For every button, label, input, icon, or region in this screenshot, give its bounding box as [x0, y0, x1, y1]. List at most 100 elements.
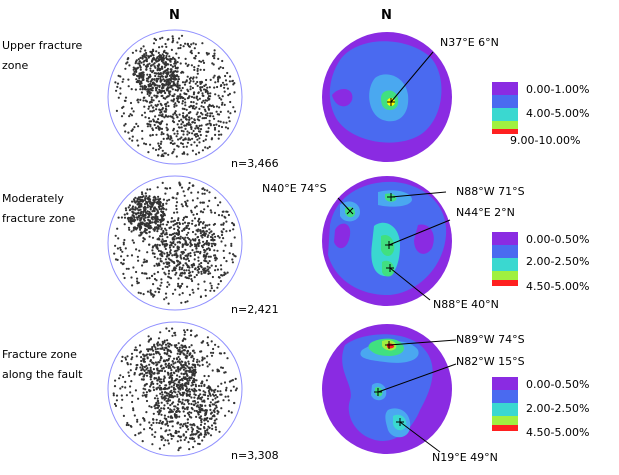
pole-dot	[176, 83, 179, 86]
pole-dot	[148, 105, 151, 108]
pole-dot	[116, 227, 119, 230]
pole-dot	[187, 188, 190, 191]
pole-dot	[172, 75, 175, 78]
pole-dot	[143, 358, 146, 361]
pole-dot	[179, 237, 182, 240]
pole-dot	[178, 375, 181, 378]
pole-dot	[178, 398, 181, 401]
pole-dot	[144, 143, 148, 146]
pole-dot	[157, 148, 160, 151]
pole-dot	[218, 430, 221, 433]
pole-dot	[143, 219, 146, 222]
pole-dot	[137, 259, 140, 262]
pole-dot	[135, 60, 138, 63]
pole-dot	[133, 348, 136, 352]
pole-dot	[166, 67, 169, 70]
pole-dot	[222, 121, 225, 124]
pole-dot	[157, 51, 160, 55]
pole-dot	[163, 398, 166, 401]
pole-dot	[181, 86, 184, 90]
legend-label: 4.00-5.00%	[526, 107, 590, 120]
pole-dot	[201, 86, 204, 89]
pole-dot	[126, 217, 130, 220]
pole-dot	[168, 244, 172, 247]
pole-dot	[192, 291, 195, 294]
pole-dot	[140, 91, 143, 94]
pole-dot	[219, 352, 223, 355]
pole-dot	[167, 136, 170, 139]
pole-dot	[169, 57, 172, 61]
pole-dot	[149, 378, 152, 381]
pole-dot	[165, 126, 168, 129]
pole-dot	[204, 404, 207, 407]
pole-dot	[233, 254, 236, 257]
pole-dot	[205, 78, 208, 82]
pole-dot	[188, 353, 191, 356]
pole-dot	[188, 227, 191, 230]
pole-dot	[141, 88, 144, 91]
legend-swatch	[492, 377, 518, 390]
legend-swatch	[492, 245, 518, 258]
pole-dot	[122, 262, 125, 265]
pole-dot	[190, 388, 194, 391]
pole-dot	[160, 104, 163, 107]
pole-dot	[184, 200, 187, 203]
pole-dot	[173, 250, 176, 253]
pole-dot	[214, 401, 217, 404]
pole-dot	[166, 251, 169, 254]
pole-dot	[203, 280, 206, 283]
pole-dot	[144, 65, 148, 68]
pole-dot	[131, 128, 134, 131]
pole-dot	[155, 387, 158, 390]
pole-dot	[187, 96, 190, 99]
pole-dot	[121, 355, 124, 358]
pole-dot	[184, 422, 187, 425]
pole-dot	[157, 154, 160, 157]
pole-dot	[228, 252, 231, 255]
pole-dot	[207, 234, 210, 237]
pole-dot	[191, 132, 194, 135]
pole-dot	[144, 224, 148, 227]
pole-dot	[172, 224, 175, 227]
pole-dot	[188, 448, 191, 451]
pole-dot	[197, 259, 200, 262]
zone-label-upper: Upper fracture zone	[2, 39, 83, 72]
pole-dot	[193, 47, 196, 50]
pole-dot	[207, 95, 210, 98]
pole-dot	[220, 223, 223, 226]
pole-dot	[152, 147, 155, 150]
pole-dot	[143, 419, 146, 422]
pole-dot	[148, 426, 152, 430]
pole-dot	[208, 426, 211, 429]
pole-dot	[210, 424, 214, 427]
pole-dot	[214, 397, 217, 400]
pole-dot	[181, 244, 184, 247]
pole-dot	[159, 223, 162, 226]
pole-dot	[186, 133, 189, 136]
pole-dot	[168, 233, 171, 236]
pole-dot	[120, 406, 123, 409]
pole-dot	[210, 264, 213, 267]
pole-dot	[180, 386, 184, 389]
pole-dot	[176, 422, 179, 425]
pole-dot	[141, 56, 144, 59]
pole-dot	[129, 391, 132, 394]
pole-dot	[150, 406, 153, 409]
pole-dot	[155, 88, 158, 91]
pole-dot	[162, 132, 165, 135]
pole-dot	[142, 375, 145, 378]
pole-dot	[204, 431, 207, 434]
pole-dot	[195, 95, 199, 98]
pole-dot	[159, 89, 163, 92]
pole-dot	[195, 106, 198, 109]
pole-dot	[198, 124, 201, 127]
contour-net-upper	[322, 32, 452, 162]
pole-dot	[167, 406, 170, 410]
pole-dot	[162, 223, 165, 226]
pole-dot	[122, 414, 125, 417]
pole-dot	[127, 423, 130, 427]
pole-dot	[140, 74, 143, 77]
pole-dot	[183, 329, 186, 332]
pole-dot	[152, 245, 155, 248]
pole-dot	[192, 80, 195, 83]
